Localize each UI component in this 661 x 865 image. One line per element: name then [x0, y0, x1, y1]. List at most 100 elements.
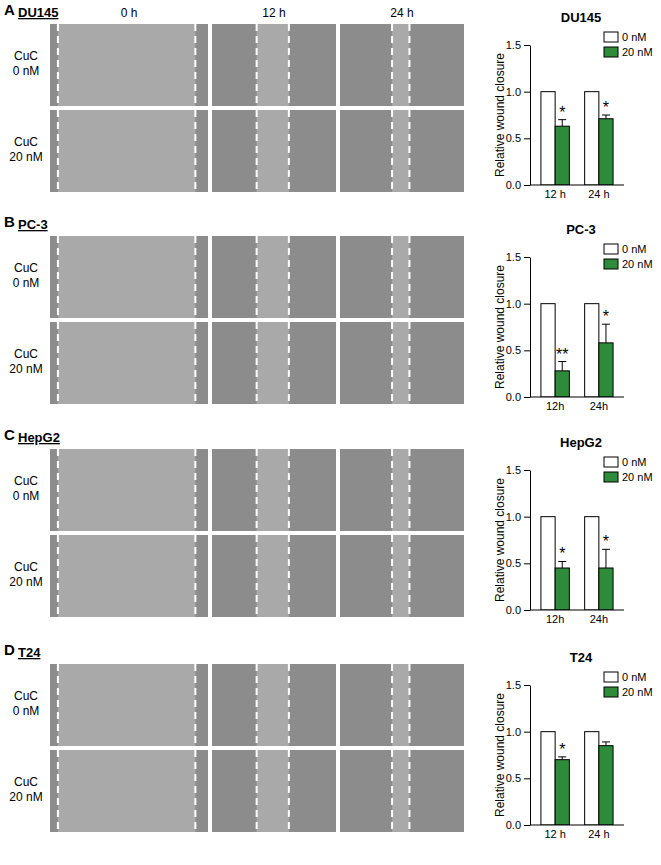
error-line — [605, 324, 606, 343]
figure: ADU1450 h12 h24 hCuC0 nMCuC20 nMBPC-3CuC… — [0, 0, 661, 865]
y-tick-mark — [524, 350, 530, 351]
bar — [555, 568, 569, 610]
bar — [555, 371, 569, 397]
y-axis: 0.0 0.5 1.0 1.5 — [506, 39, 531, 191]
y-tick-mark — [524, 778, 530, 779]
wound-edge — [256, 750, 258, 832]
micrograph-cells — [50, 110, 208, 192]
wound-edge — [288, 24, 290, 106]
wound-edge — [391, 664, 393, 746]
bar — [599, 746, 613, 825]
wound-edge — [408, 535, 410, 617]
legend: 0 nM20 nM — [604, 31, 653, 58]
y-tick-mark — [524, 685, 530, 686]
wound-edge — [194, 236, 196, 318]
micrograph-gap — [257, 24, 289, 106]
wound-edge — [408, 664, 410, 746]
micrograph-cells — [50, 322, 208, 404]
panel: BPC-3CuC0 nMCuC20 nM — [4, 213, 464, 404]
micrograph — [212, 535, 336, 617]
y-tick-label: 1.0 — [506, 86, 521, 98]
micrograph — [50, 449, 208, 531]
wound-edge — [194, 322, 196, 404]
wound-edge — [408, 236, 410, 318]
x-tick-label: 24h — [590, 613, 608, 625]
micrograph — [50, 24, 208, 106]
micrograph-cells — [50, 449, 208, 531]
row-label: CuC20 nM — [9, 775, 42, 804]
panel-letter: D — [4, 641, 15, 658]
y-tick: 0.5 — [506, 344, 530, 356]
cell-line: DU145 — [18, 5, 58, 20]
y-axis: 0.00.51.01.5 — [506, 464, 531, 616]
y-tick-mark — [524, 138, 530, 139]
wound-edge — [408, 750, 410, 832]
wound-edge — [256, 664, 258, 746]
wound-edge — [256, 110, 258, 192]
y-axis-line — [530, 471, 531, 611]
y-tick-label: 1.5 — [506, 251, 521, 263]
micrograph-cells — [50, 535, 208, 617]
y-tick-mark — [524, 470, 530, 471]
x-tick: 24 h — [588, 185, 609, 200]
legend-label: 0 nM — [622, 31, 646, 43]
y-tick: 0.0 — [506, 604, 530, 616]
micrograph — [340, 322, 464, 404]
micrograph — [340, 24, 464, 106]
wound-edge — [57, 449, 59, 531]
micrograph-cells — [340, 322, 464, 404]
row-label-line: 20 nM — [9, 575, 42, 589]
y-tick: 1.0 — [506, 298, 530, 310]
y-tick-label: 0.0 — [506, 179, 521, 191]
y-tick-mark — [524, 257, 530, 258]
micrograph-gap — [257, 236, 289, 318]
significance: * — [559, 104, 565, 121]
y-tick-mark — [524, 45, 530, 46]
chart-title: PC-3 — [566, 222, 596, 237]
significance: * — [603, 533, 609, 550]
y-tick-label: 0.5 — [506, 557, 521, 569]
micrograph — [50, 750, 208, 832]
x-tick: 12 h — [544, 825, 565, 840]
error-bar — [602, 742, 610, 746]
chart-title: DU145 — [561, 10, 601, 25]
y-tick-label: 1.5 — [506, 464, 521, 476]
error-bar — [558, 362, 566, 371]
micrograph-gap — [58, 664, 195, 746]
x-tick-label: 24h — [590, 400, 608, 412]
legend-label: 20 nM — [622, 258, 653, 270]
x-axis-line — [530, 185, 624, 186]
y-tick-label: 1.0 — [506, 726, 521, 738]
wound-edge — [408, 24, 410, 106]
micrograph-gap — [58, 449, 195, 531]
y-axis-title: Relative wound closure — [493, 478, 507, 602]
row-label-line: CuC — [14, 49, 38, 63]
micrograph-cells — [212, 449, 336, 531]
micrograph-cells — [212, 750, 336, 832]
wound-edge — [194, 449, 196, 531]
panel-letter: B — [4, 213, 15, 230]
y-tick: 0.5 — [506, 557, 530, 569]
micrograph — [212, 322, 336, 404]
panel-letter: A — [4, 1, 15, 18]
y-tick-label: 0.5 — [506, 132, 521, 144]
wound-edge — [57, 24, 59, 106]
wound-edge — [288, 110, 290, 192]
micrograph-gap — [392, 24, 409, 106]
x-tick: 24h — [590, 610, 608, 625]
y-tick-label: 1.5 — [506, 39, 521, 51]
micrograph-gap — [257, 535, 289, 617]
wound-edge — [57, 110, 59, 192]
column-label: 12 h — [262, 6, 285, 20]
bar — [541, 732, 555, 825]
wound-edge — [57, 664, 59, 746]
y-tick-mark — [524, 304, 530, 305]
y-tick-mark — [524, 563, 530, 564]
y-tick: 0.0 — [506, 179, 530, 191]
row-label-line: 0 nM — [13, 489, 40, 503]
micrograph-gap — [257, 664, 289, 746]
micrograph — [212, 664, 336, 746]
x-tick-label: 12h — [546, 613, 564, 625]
y-tick: 0.0 — [506, 819, 530, 831]
cell-line: PC-3 — [18, 217, 48, 232]
